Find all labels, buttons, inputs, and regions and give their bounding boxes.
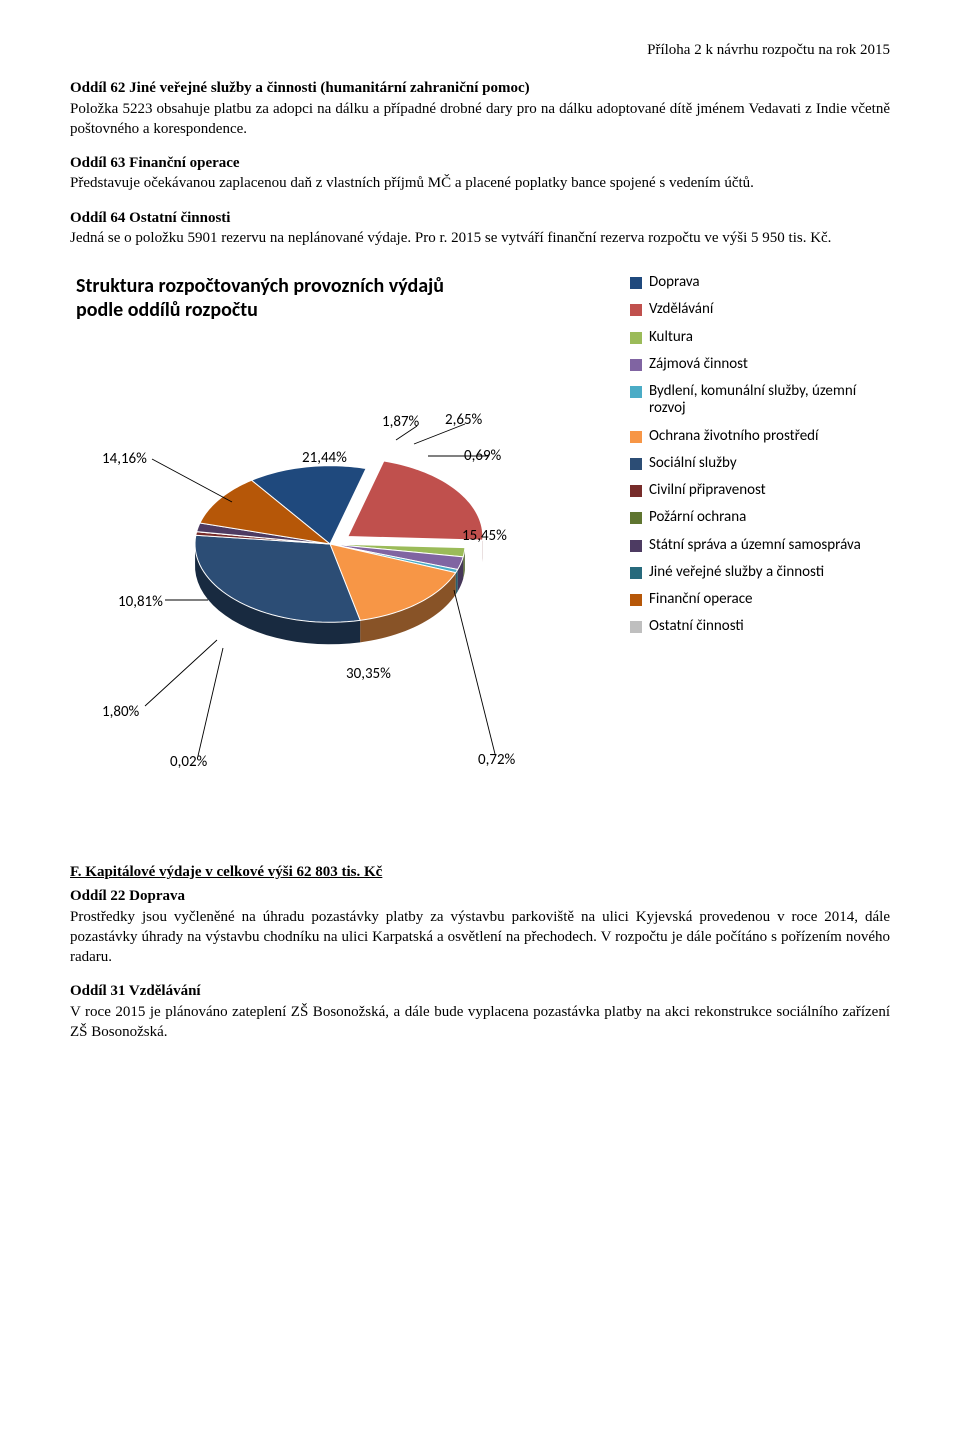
legend-swatch [630, 540, 642, 552]
legend-swatch [630, 567, 642, 579]
section-paragraph: Oddíl 63 Finanční operace Představuje oče… [70, 153, 890, 194]
legend-swatch [630, 431, 642, 443]
pie-chart-block: Struktura rozpočtovaných provozních výda… [70, 274, 890, 834]
pie-chart: 14,16% 21,44% 1,87% 2,65% 0,69% 15,45% 30,35% 0… [70, 344, 600, 804]
pie-callout: 21,44% [302, 448, 347, 468]
legend-label: Jiné veřejné služby a činnosti [649, 564, 824, 581]
legend-swatch [630, 458, 642, 470]
oddil22-title: Oddíl 22 Doprava [70, 888, 185, 904]
legend-swatch [630, 332, 642, 344]
pie-callout: 0,02% [170, 752, 207, 772]
section-paragraph: Oddíl 64 Ostatní činnosti Jedná se o polo… [70, 208, 890, 249]
oddil22-body: Prostředky jsou vyčleněné na úhradu poza… [70, 909, 890, 966]
legend-label: Ochrana životního prostředí [649, 428, 818, 445]
oddil22-para: Oddíl 22 Doprava Prostředky jsou vyčleně… [70, 886, 890, 967]
legend-label: Doprava [649, 274, 700, 291]
legend-label: Státní správa a územní samospráva [649, 537, 861, 554]
legend-item: Zájmová činnost [630, 356, 890, 373]
legend-swatch [630, 359, 642, 371]
header-right: Příloha 2 k návrhu rozpočtu na rok 2015 [70, 40, 890, 60]
text-sections: Oddíl 62 Jiné veřejné služby a činnosti … [70, 78, 890, 248]
legend-swatch [630, 386, 642, 398]
legend-label: Kultura [649, 329, 693, 346]
oddil31-body: V roce 2015 je plánováno zateplení ZŠ Bo… [70, 1004, 890, 1040]
legend-label: Civilní připravenost [649, 482, 766, 499]
section-paragraph: Oddíl 62 Jiné veřejné služby a činnosti … [70, 78, 890, 139]
pie-callout: 30,35% [346, 664, 391, 684]
section-body: Jedná se o položku 5901 rezervu na neplá… [70, 230, 831, 246]
legend-item: Jiné veřejné služby a činnosti [630, 564, 890, 581]
legend-label: Ostatní činnosti [649, 618, 744, 635]
pie-callout: 1,80% [102, 702, 139, 722]
legend-label: Požární ochrana [649, 509, 746, 526]
legend-item: Státní správa a územní samospráva [630, 537, 890, 554]
legend-item: Ochrana životního prostředí [630, 428, 890, 445]
legend-label: Bydlení, komunální služby, územní rozvoj [649, 383, 890, 418]
oddil31-title: Oddíl 31 Vzdělávání [70, 983, 201, 999]
legend-item: Civilní připravenost [630, 482, 890, 499]
legend-item: Bydlení, komunální služby, územní rozvoj [630, 383, 890, 418]
pie-callout: 10,81% [118, 592, 163, 612]
section-body: Položka 5223 obsahuje platbu za adopci n… [70, 101, 890, 137]
legend-swatch [630, 485, 642, 497]
section-body: Představuje očekávanou zaplacenou daň z … [70, 175, 754, 191]
legend-swatch [630, 277, 642, 289]
legend-swatch [630, 512, 642, 524]
pie-callout: 2,65% [445, 410, 482, 430]
legend-item: Vzdělávání [630, 301, 890, 318]
legend-label: Zájmová činnost [649, 356, 748, 373]
legend-item: Ostatní činnosti [630, 618, 890, 635]
section-f-heading: F. Kapitálové výdaje v celkové výši 62 8… [70, 862, 890, 882]
chart-legend: Doprava Vzdělávání Kultura Zájmová činnost B… [630, 274, 890, 646]
legend-item: Sociální služby [630, 455, 890, 472]
pie-callout: 1,87% [382, 412, 419, 432]
oddil31-para: Oddíl 31 Vzdělávání V roce 2015 je pláno… [70, 981, 890, 1042]
legend-item: Kultura [630, 329, 890, 346]
legend-item: Doprava [630, 274, 890, 291]
legend-label: Finanční operace [649, 591, 753, 608]
legend-swatch [630, 304, 642, 316]
pie-callout: 14,16% [102, 449, 147, 469]
legend-swatch [630, 594, 642, 606]
section-title: Oddíl 64 Ostatní činnosti [70, 210, 230, 226]
legend-swatch [630, 621, 642, 633]
pie-callout: 15,45% [462, 526, 507, 546]
pie-callout: 0,72% [478, 750, 515, 770]
legend-label: Vzdělávání [649, 301, 713, 318]
section-title: Oddíl 63 Finanční operace [70, 155, 240, 171]
legend-label: Sociální služby [649, 455, 737, 472]
pie-callout: 0,69% [464, 446, 501, 466]
legend-item: Finanční operace [630, 591, 890, 608]
chart-title: Struktura rozpočtovaných provozních výda… [76, 274, 486, 322]
legend-item: Požární ochrana [630, 509, 890, 526]
section-title: Oddíl 62 Jiné veřejné služby a činnosti … [70, 80, 530, 96]
